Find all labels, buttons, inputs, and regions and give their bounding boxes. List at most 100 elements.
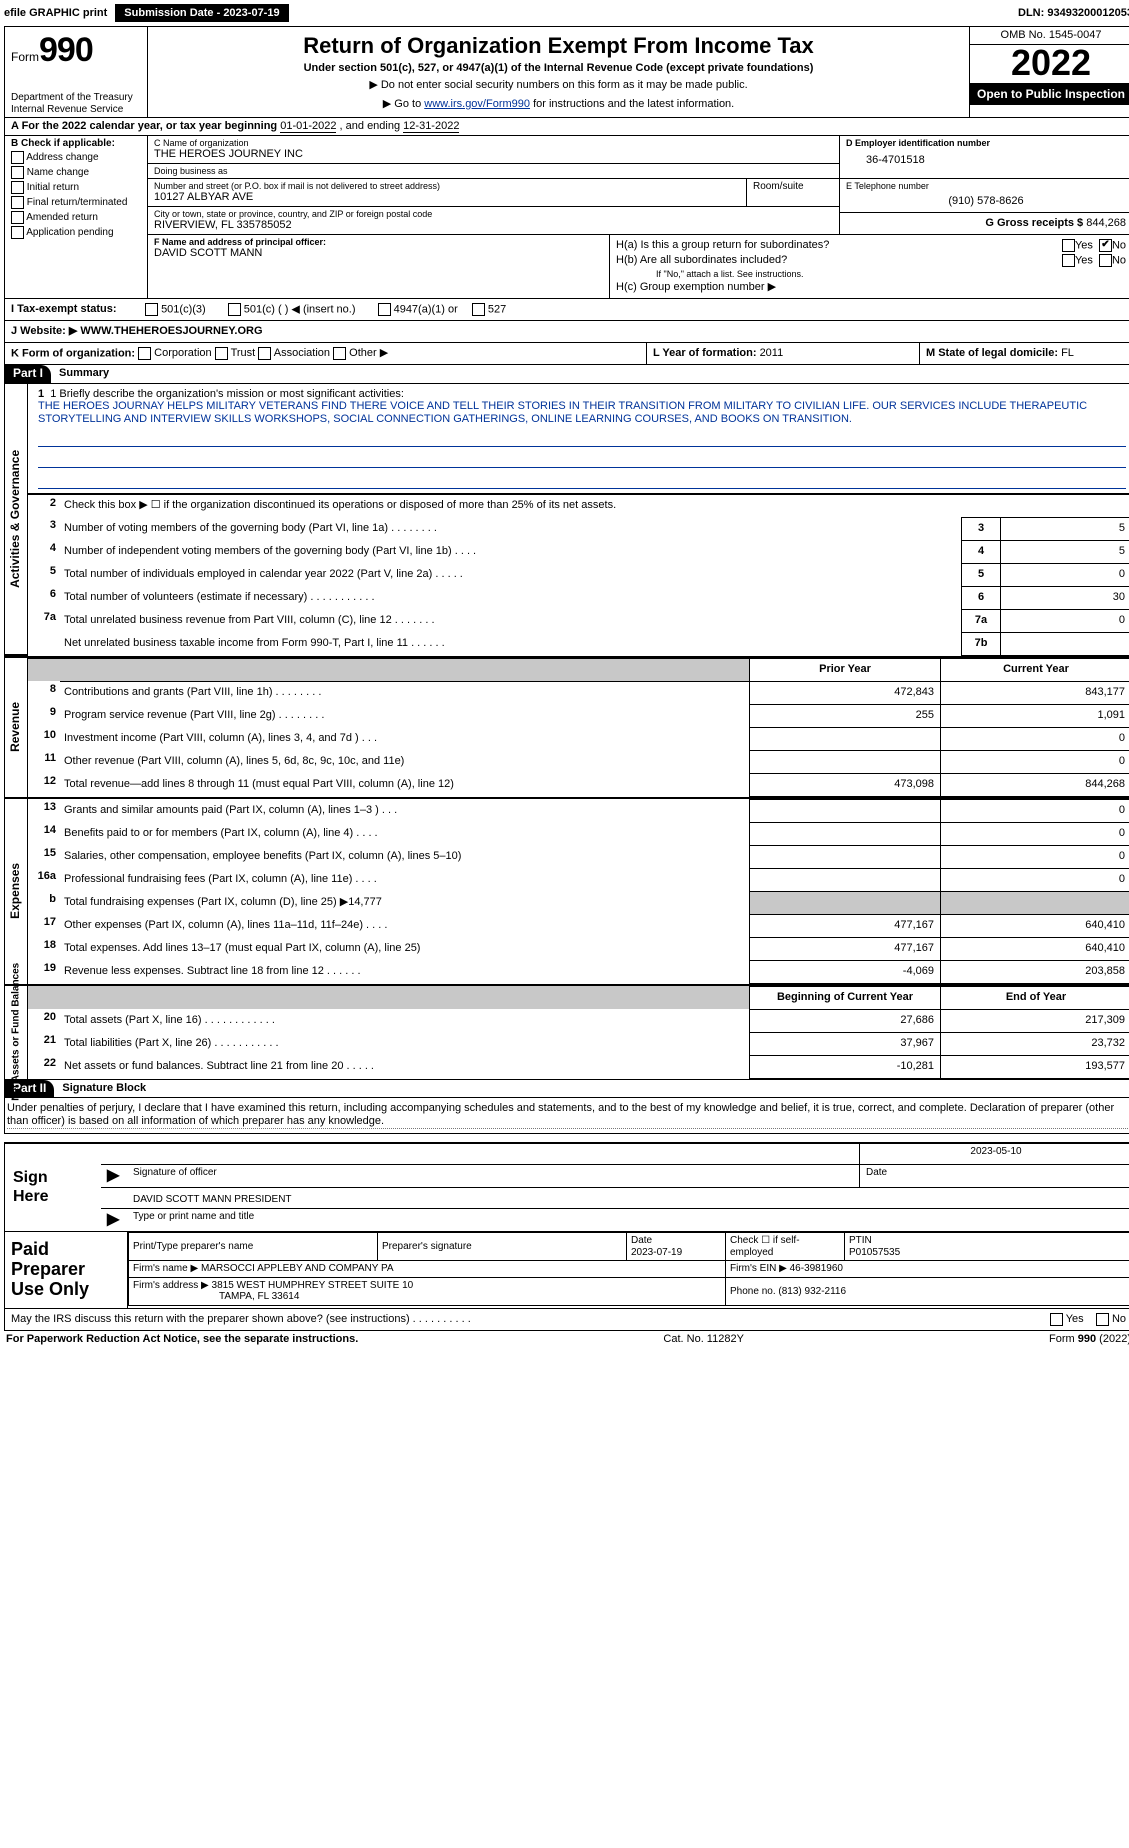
form-id-box: Form 990 Department of the Treasury Inte… [5, 27, 148, 117]
mission-blank-2 [38, 451, 1126, 468]
table-row: 4Number of independent voting members of… [28, 540, 1129, 563]
sign-date: 2023-05-10 [859, 1144, 1129, 1164]
table-row: 10Investment income (Part VIII, column (… [28, 727, 1129, 750]
table-row: 21Total liabilities (Part X, line 26) . … [28, 1032, 1129, 1055]
chk-assoc[interactable]: Association [258, 347, 330, 359]
table-row: 6Total number of volunteers (estimate if… [28, 586, 1129, 609]
declaration-text[interactable]: Under penalties of perjury, I declare th… [7, 1102, 1129, 1128]
chk-501c3[interactable]: 501(c)(3) [145, 303, 206, 316]
chk-amended[interactable]: Amended return [11, 211, 141, 224]
table-row: 9Program service revenue (Part VIII, lin… [28, 704, 1129, 727]
colB-header: B Check if applicable: [11, 138, 141, 150]
mission-blank-1 [38, 430, 1126, 447]
table-row: 18Total expenses. Add lines 13–17 (must … [28, 937, 1129, 960]
rowA-pre: A For the 2022 calendar year, or tax yea… [11, 120, 280, 132]
side-net: Net Assets or Fund Balances [10, 963, 22, 1101]
irs-link[interactable]: www.irs.gov/Form990 [424, 98, 530, 110]
prep-phone: (813) 932-2116 [778, 1286, 846, 1297]
phone-value: (910) 578-8626 [846, 195, 1126, 208]
ein-value: 36-4701518 [846, 154, 1126, 167]
rowK-label: K Form of organization: [11, 347, 135, 359]
form-subtitle-2: ▶ Do not enter social security numbers o… [154, 79, 963, 92]
chk-other[interactable]: Other ▶ [333, 347, 388, 359]
rowA-mid: , and ending [340, 120, 404, 132]
row-i: I Tax-exempt status: 501(c)(3) 501(c) ( … [5, 299, 1129, 321]
arrow-icon: ▶ [107, 1167, 119, 1184]
chk-501c[interactable]: 501(c) ( ) ◀ (insert no.) [228, 303, 356, 316]
table-row: bTotal fundraising expenses (Part IX, co… [28, 891, 1129, 914]
sign-label-2: Here [13, 1188, 49, 1206]
phone-label: E Telephone number [846, 181, 1126, 191]
table-row: Net unrelated business taxable income fr… [28, 632, 1129, 655]
chk-final-return[interactable]: Final return/terminated [11, 196, 141, 209]
net-curr-hdr: End of Year [941, 986, 1129, 1009]
prep-label: Paid Preparer Use Only [11, 1240, 121, 1299]
table-row: 15Salaries, other compensation, employee… [28, 845, 1129, 868]
street-cell: Number and street (or P.O. box if mail i… [148, 179, 746, 206]
officer-value: DAVID SCOTT MANN [154, 247, 603, 260]
expense-table: 13Grants and similar amounts paid (Part … [28, 799, 1129, 984]
table-row: 8Contributions and grants (Part VIII, li… [28, 681, 1129, 704]
row-a: A For the 2022 calendar year, or tax yea… [5, 118, 1129, 136]
col-f: F Name and address of principal officer:… [148, 235, 609, 298]
street-label: Number and street (or P.O. box if mail i… [154, 181, 740, 191]
sign-label-1: Sign [13, 1169, 48, 1187]
chk-initial-return[interactable]: Initial return [11, 181, 141, 194]
year-end: 12-31-2022 [403, 120, 459, 133]
city-value: RIVERVIEW, FL 335785052 [154, 219, 833, 232]
footer-left: For Paperwork Reduction Act Notice, see … [6, 1333, 358, 1346]
may-no[interactable]: No [1096, 1313, 1126, 1325]
chk-corp[interactable]: Corporation [138, 347, 212, 359]
ha-no[interactable]: No [1099, 239, 1126, 252]
chk-4947[interactable]: 4947(a)(1) or [378, 303, 458, 316]
name-sub-label: Type or print name and title [127, 1209, 1129, 1231]
table-row: 14Benefits paid to or for members (Part … [28, 822, 1129, 845]
org-name-cell: C Name of organization THE HEROES JOURNE… [148, 136, 839, 164]
year-begin: 01-01-2022 [280, 120, 336, 133]
col-b: B Check if applicable: Address change Na… [5, 136, 148, 298]
website-value: WWW.THEHEROESJOURNEY.ORG [80, 325, 262, 337]
org-name: THE HEROES JOURNEY INC [154, 148, 833, 161]
city-cell: City or town, state or province, country… [148, 207, 839, 234]
prep-h3: Date [631, 1235, 652, 1246]
chk-app-pending[interactable]: Application pending [11, 226, 141, 239]
org-name-label: C Name of organization [154, 138, 833, 148]
rowI-label: I Tax-exempt status: [11, 303, 117, 315]
chk-address-change[interactable]: Address change [11, 151, 141, 164]
firm-name-label: Firm's name ▶ [133, 1263, 198, 1274]
ha-yes[interactable]: Yes [1062, 239, 1093, 252]
net-prior-hdr: Beginning of Current Year [750, 986, 941, 1009]
chk-name-change[interactable]: Name change [11, 166, 141, 179]
firm-addr2: TAMPA, FL 33614 [133, 1291, 299, 1302]
table-row: 5Total number of individuals employed in… [28, 563, 1129, 586]
mission-blank-3 [38, 472, 1126, 489]
gov-table: 2Check this box ▶ ☐ if the organization … [28, 495, 1129, 517]
submission-date-button[interactable]: Submission Date - 2023-07-19 [115, 4, 288, 22]
chk-trust[interactable]: Trust [215, 347, 256, 359]
table-row: 22Net assets or fund balances. Subtract … [28, 1055, 1129, 1078]
footer-mid: Cat. No. 11282Y [663, 1333, 744, 1346]
may-yes[interactable]: Yes [1050, 1313, 1084, 1325]
prep-h4[interactable]: Check ☐ if self-employed [726, 1233, 845, 1261]
table-row: 17Other expenses (Part IX, column (A), l… [28, 914, 1129, 937]
dba-label: Doing business as [154, 166, 833, 176]
table-row: 13Grants and similar amounts paid (Part … [28, 799, 1129, 822]
mission-text[interactable]: THE HEROES JOURNAY HELPS MILITARY VETERA… [38, 400, 1126, 425]
hb-yes[interactable]: Yes [1062, 254, 1093, 267]
officer-label: F Name and address of principal officer: [154, 237, 326, 247]
col-h: H(a) Is this a group return for subordin… [609, 235, 1129, 298]
chk-527[interactable]: 527 [472, 303, 506, 316]
curr-year-hdr: Current Year [941, 658, 1129, 681]
table-row: 20Total assets (Part X, line 16) . . . .… [28, 1009, 1129, 1032]
firm-ein-label: Firm's EIN ▶ [730, 1263, 787, 1274]
dba-cell: Doing business as [148, 164, 839, 178]
table-row: 12Total revenue—add lines 8 through 11 (… [28, 773, 1129, 796]
table-row: 7aTotal unrelated business revenue from … [28, 609, 1129, 632]
goto-post: for instructions and the latest informat… [530, 98, 734, 110]
arrow-icon-2: ▶ [107, 1211, 119, 1228]
hb-no[interactable]: No [1099, 254, 1126, 267]
firm-addr-label: Firm's address ▶ [133, 1280, 209, 1291]
tax-year: 2022 [970, 45, 1129, 84]
ein-label: D Employer identification number [846, 138, 990, 148]
efile-label: efile GRAPHIC print [4, 7, 107, 20]
